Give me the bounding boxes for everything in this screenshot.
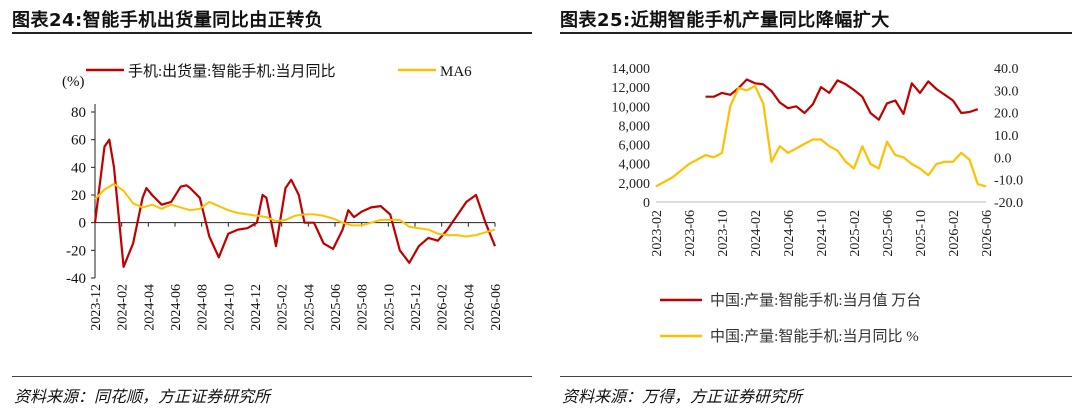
y-left-tick-label-25: 14,000 [612, 62, 651, 77]
x-tick-label-24: 2024-12 [249, 284, 264, 331]
x-tick-label-25: 2025-02 [848, 210, 863, 257]
y-tick-label-24: -20 [66, 243, 86, 259]
y-right-tick-label-25: -10.0 [994, 174, 1023, 189]
series-line-25-2 [655, 84, 987, 188]
y-right-tick-label-25: 20.0 [994, 107, 1019, 122]
y-left-tick-label-25: 2,000 [619, 177, 651, 192]
y-right-tick-label-25: 10.0 [994, 129, 1019, 144]
x-tick-label-25: 2023-02 [650, 210, 665, 257]
chart-24-svg: (%) -40 -20 0 20 40 60 80 2023-12 2024-02 2024-04 2… [62, 62, 504, 331]
x-tick-label-24: 2025-02 [276, 284, 291, 331]
y-tick-label-24: -40 [66, 271, 86, 287]
x-tick-label-24: 2024-06 [169, 284, 184, 331]
y-right-tick-label-25: 0.0 [994, 151, 1012, 166]
chart-title-24: 图表24:智能手机出货量同比由正转负 [12, 10, 324, 31]
y-left-tick-label-25: 12,000 [612, 81, 651, 96]
x-tick-label-25: 2023-10 [716, 210, 731, 257]
y-tick-label-24: 40 [71, 160, 86, 176]
x-tick-label-25: 2024-10 [815, 210, 830, 257]
x-tick-label-24: 2025-04 [302, 284, 317, 331]
x-tick-label-25: 2025-06 [881, 210, 896, 257]
legend-label-24-2: MA6 [440, 64, 472, 80]
y-tick-label-24: 60 [71, 133, 86, 149]
y-left-tick-label-25: 4,000 [619, 158, 651, 173]
y-right-tick-label-25: -20.0 [994, 196, 1023, 211]
chart-panel-24: 图表24:智能手机出货量同比由正转负 (%) -40 -20 0 20 40 60 80 202… [12, 10, 532, 406]
chart-25-svg: 0 2,000 4,000 6,000 8,000 10,000 12,000 14,000 -… [612, 62, 1024, 345]
x-tick-label-24: 2025-06 [329, 284, 344, 331]
y-right-tick-label-25: 30.0 [994, 84, 1019, 99]
x-tick-label-24: 2026-06 [489, 284, 504, 331]
series-line-25-1 [705, 78, 979, 121]
series-line-24-2 [94, 182, 496, 238]
x-tick-label-24: 2024-02 [116, 284, 131, 331]
x-tick-label-24: 2026-04 [462, 284, 477, 331]
legend-label-25-2: 中国:产量:智能手机:当月同比 % [710, 327, 919, 345]
x-tick-label-25: 2026-06 [980, 210, 995, 257]
x-tick-label-24: 2025-12 [409, 284, 424, 331]
x-tick-label-24: 2026-02 [436, 284, 451, 331]
legend-label-24-1: 手机:出货量:智能手机:当月同比 [128, 62, 336, 80]
y-tick-label-24: 20 [71, 188, 86, 204]
source-rule-25 [560, 376, 1072, 377]
x-tick-label-25: 2024-06 [782, 210, 797, 257]
y-tick-label-24: 0 [79, 216, 87, 232]
title-rule-25 [560, 32, 1072, 34]
title-rule-24 [12, 32, 532, 34]
source-text-25: 资料来源：万得，方正证券研究所 [562, 387, 803, 406]
chart-panel-25: 图表25:近期智能手机产量同比降幅扩大 0 2,000 4,000 6,000 8,00… [548, 0, 1080, 416]
x-tick-label-24: 2024-04 [142, 284, 157, 331]
series-line-24-1 [93, 138, 497, 268]
y-tick-label-24: 80 [71, 105, 86, 121]
y-left-tick-label-25: 8,000 [619, 119, 651, 134]
x-tick-label-24: 2024-08 [196, 284, 211, 331]
y-left-tick-label-25: 0 [643, 196, 650, 211]
x-tick-label-24: 2024-10 [222, 284, 237, 331]
source-rule-24 [12, 376, 532, 377]
x-tick-label-25: 2024-02 [749, 210, 764, 257]
y-left-tick-label-25: 6,000 [619, 139, 651, 154]
y-right-tick-label-25: 40.0 [994, 62, 1019, 77]
x-tick-label-25: 2023-06 [683, 210, 698, 257]
x-tick-label-25: 2026-02 [947, 210, 962, 257]
source-text-24: 资料来源：同花顺，方正证券研究所 [14, 387, 271, 406]
y-left-tick-label-25: 10,000 [612, 100, 651, 115]
x-tick-label-24: 2025-08 [356, 284, 371, 331]
chart-title-25: 图表25:近期智能手机产量同比降幅扩大 [560, 10, 890, 31]
x-tick-label-25: 2025-10 [914, 210, 929, 257]
y-unit-label-24: (%) [62, 74, 85, 90]
x-tick-label-24: 2023-12 [89, 284, 104, 331]
x-tick-label-24: 2025-10 [382, 284, 397, 331]
legend-label-25-1: 中国:产量:智能手机:当月值 万台 [710, 291, 921, 309]
